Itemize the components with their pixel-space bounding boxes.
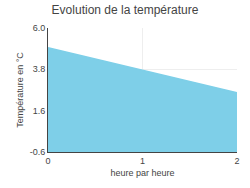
svg-text:6.0: 6.0	[33, 23, 46, 33]
svg-text:Evolution de la température: Evolution de la température	[52, 3, 199, 17]
svg-text:2: 2	[234, 156, 239, 166]
svg-text:-0.6: -0.6	[30, 147, 46, 157]
svg-text:1.6: 1.6	[33, 106, 46, 116]
svg-text:1: 1	[140, 156, 145, 166]
svg-text:heure par heure: heure par heure	[110, 168, 174, 178]
svg-text:3.8: 3.8	[33, 64, 46, 74]
svg-text:Température en °C: Température en °C	[15, 52, 25, 128]
svg-text:0: 0	[45, 156, 50, 166]
